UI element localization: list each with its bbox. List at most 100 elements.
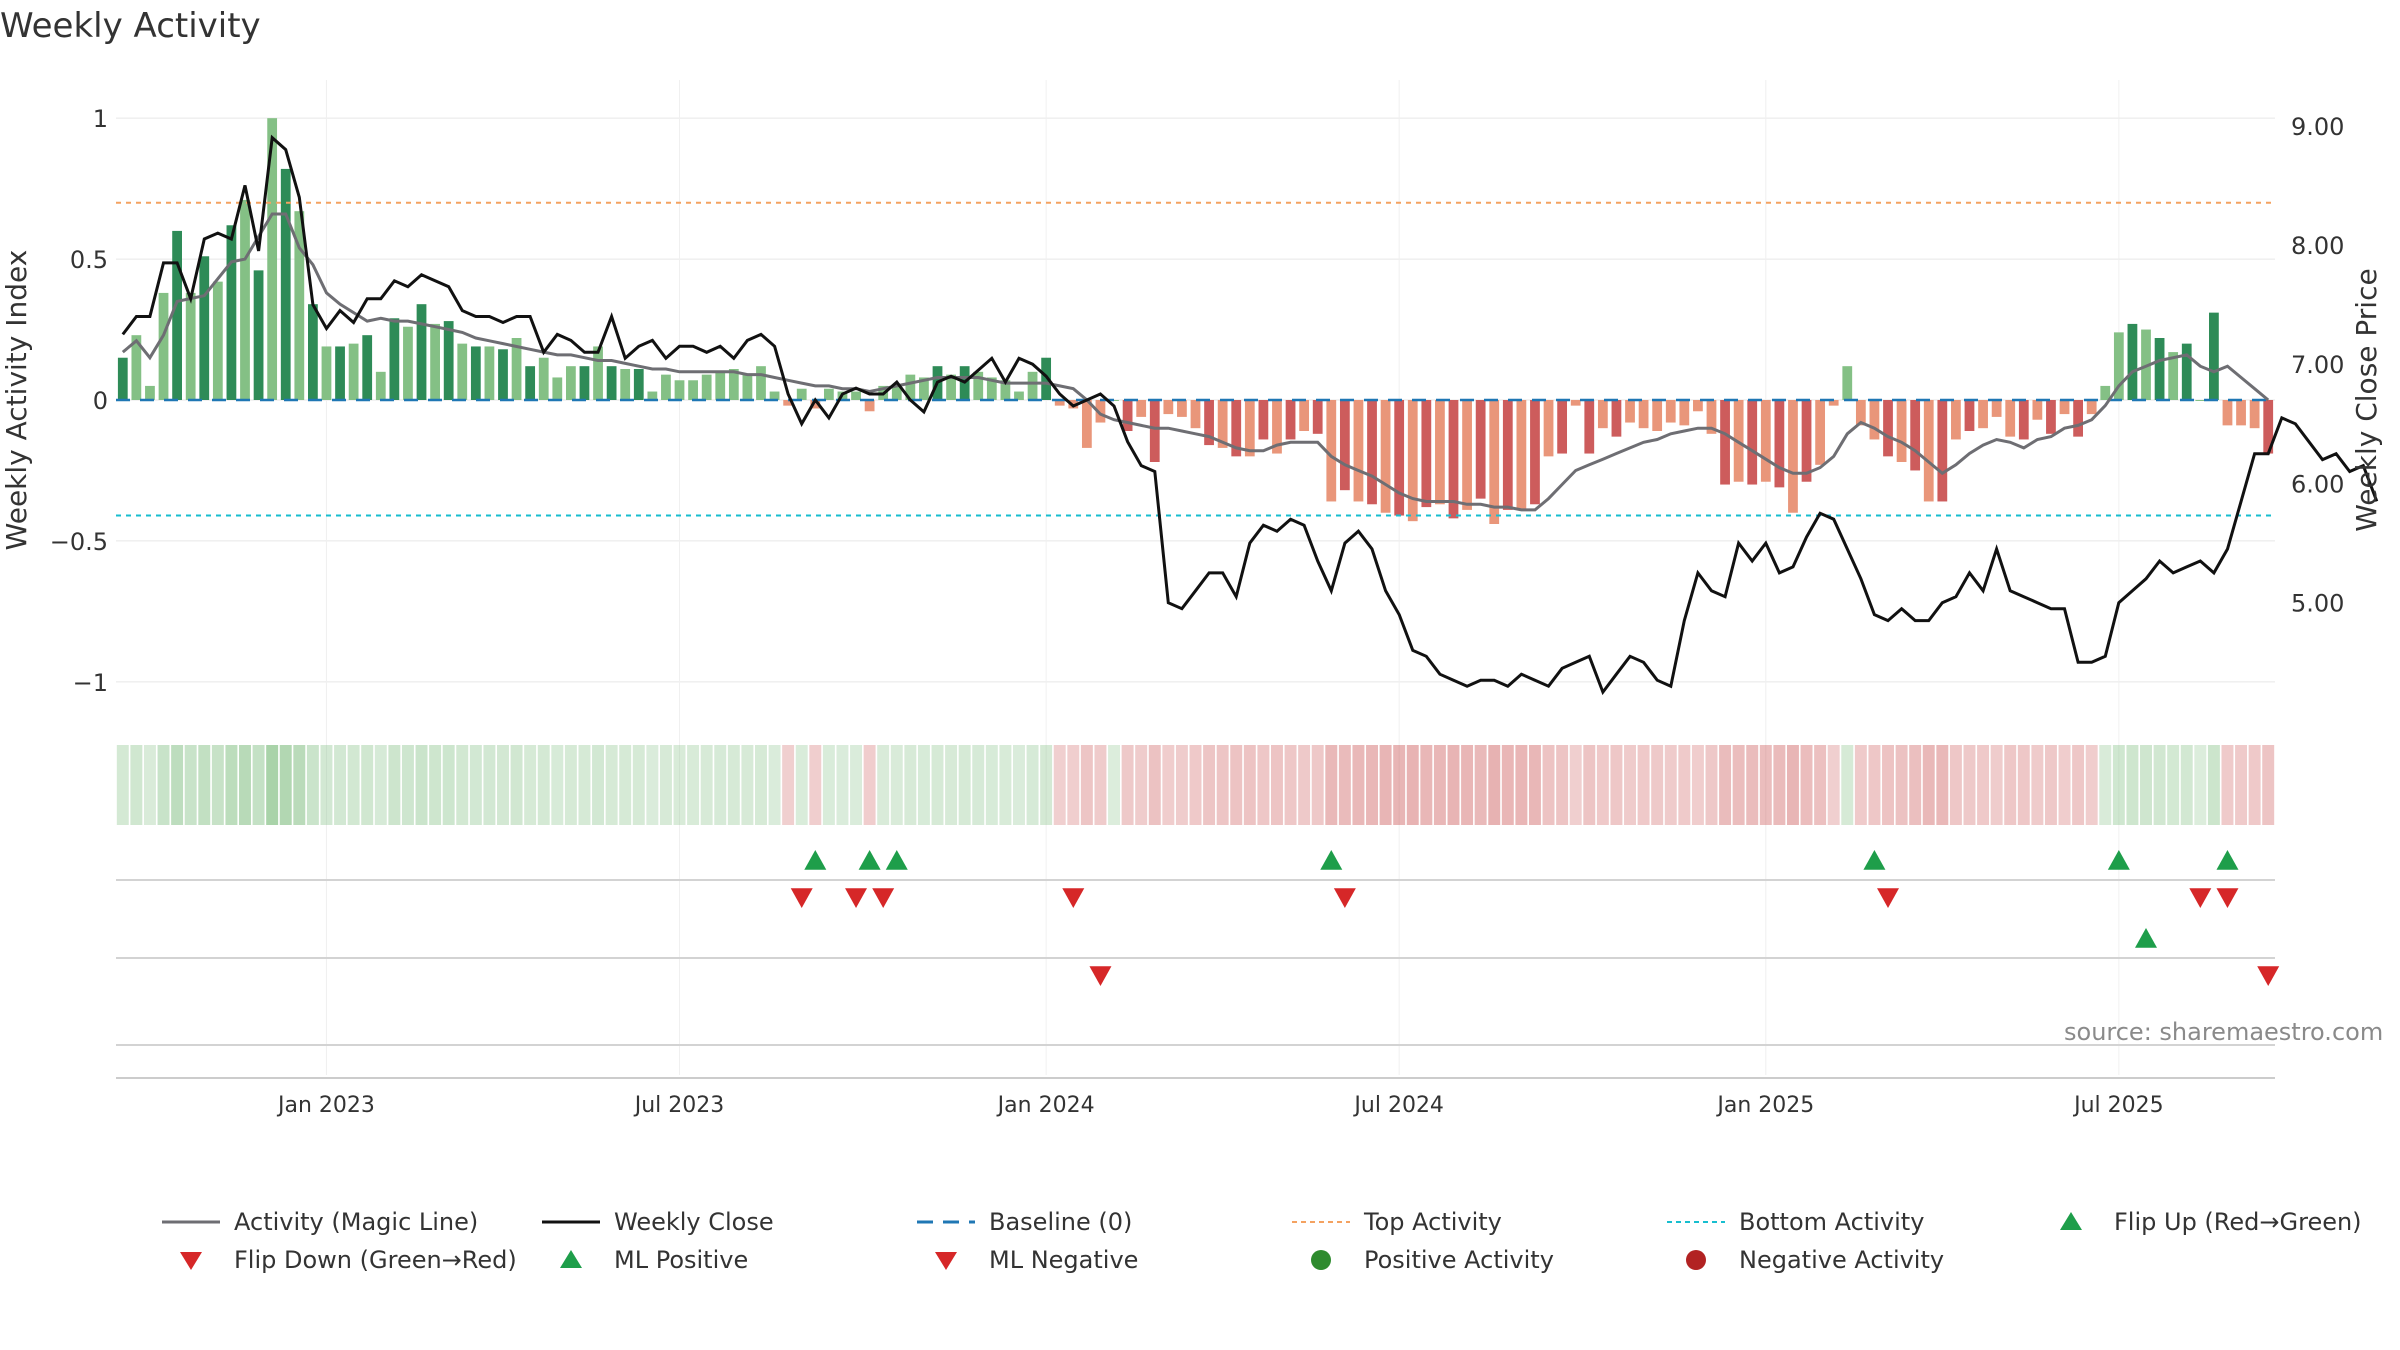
activity-strip-cell xyxy=(320,745,333,825)
activity-bar xyxy=(2181,343,2192,400)
activity-strip-cell xyxy=(1270,745,1283,825)
activity-strip-cell xyxy=(1895,745,1908,825)
activity-bar xyxy=(1326,400,1337,502)
legend-item-neg_act: Negative Activity xyxy=(1665,1246,1944,1274)
activity-bar xyxy=(891,385,902,400)
activity-bar xyxy=(199,256,210,400)
right-tick-label: 9.00 xyxy=(2291,113,2344,141)
flip-down-marker xyxy=(790,888,813,908)
legend-swatch-close xyxy=(542,1220,600,1224)
activity-strip-cell xyxy=(198,745,211,825)
activity-bar xyxy=(701,374,712,400)
activity-bar xyxy=(1923,400,1934,502)
activity-bar xyxy=(823,388,834,400)
activity-bar xyxy=(1244,400,1255,457)
activity-strip-cell xyxy=(1366,745,1378,825)
activity-strip-cell xyxy=(483,745,496,825)
activity-bar xyxy=(2086,400,2097,415)
legend-swatch-flip_down xyxy=(180,1252,202,1270)
activity-bar xyxy=(1367,400,1377,505)
activity-bar xyxy=(1475,400,1486,499)
activity-bar xyxy=(2073,400,2083,437)
activity-strip-cell xyxy=(1216,745,1229,825)
activity-bar xyxy=(851,391,861,400)
activity-bar xyxy=(1557,400,1568,454)
activity-strip-cell xyxy=(1678,745,1691,825)
activity-bar xyxy=(1530,400,1540,505)
activity-strip-cell xyxy=(171,745,184,825)
legend-swatch-bottom xyxy=(1667,1221,1725,1223)
activity-bar xyxy=(620,369,631,400)
activity-bar xyxy=(2154,338,2165,400)
activity-strip-cell xyxy=(755,745,767,825)
activity-strip-cell xyxy=(1379,745,1392,825)
legend-swatch-magic xyxy=(162,1220,220,1224)
activity-strip-cell xyxy=(1203,745,1216,825)
flip-up-marker xyxy=(1863,850,1886,870)
activity-strip-cell xyxy=(1705,745,1718,825)
activity-strip-cell xyxy=(524,745,537,825)
activity-strip-cell xyxy=(741,745,754,825)
legend-swatch-pos_act xyxy=(1311,1250,1331,1270)
activity-bar xyxy=(321,346,332,400)
activity-bar xyxy=(742,374,753,400)
activity-strip-cell xyxy=(2031,745,2044,825)
activity-strip-cell xyxy=(1447,745,1460,825)
legend-item-bottom: Bottom Activity xyxy=(1665,1208,1924,1236)
activity-bar xyxy=(1163,400,1174,415)
activity-bar xyxy=(185,292,196,400)
activity-strip-cell xyxy=(2235,745,2248,825)
activity-bar xyxy=(389,318,400,400)
flip-up-marker xyxy=(858,850,881,870)
activity-strip-cell xyxy=(2248,745,2261,825)
activity-strip-cell xyxy=(1488,745,1501,825)
activity-strip-cell xyxy=(2004,745,2017,825)
activity-bar xyxy=(565,366,576,400)
activity-bar xyxy=(1272,400,1282,454)
x-tick-label: Jan 2025 xyxy=(1715,1093,1814,1118)
legend-label: Flip Down (Green→Red) xyxy=(234,1246,517,1274)
activity-strip-cell xyxy=(945,745,958,825)
activity-bar xyxy=(1910,400,1921,471)
right-tick-label: 5.00 xyxy=(2291,590,2344,618)
left-tick-label: 0 xyxy=(93,387,108,415)
activity-bar xyxy=(1747,400,1758,485)
right-tick-label: 7.00 xyxy=(2291,351,2344,379)
activity-strip-cell xyxy=(1746,745,1759,825)
legend-swatch-flip_up xyxy=(2060,1212,2082,1230)
activity-strip-cell xyxy=(2180,745,2193,825)
activity-bar xyxy=(1109,400,1119,401)
activity-strip-cell xyxy=(931,745,944,825)
activity-bar xyxy=(2127,323,2138,400)
activity-bar xyxy=(1801,400,1812,482)
activity-bar xyxy=(1258,400,1269,440)
activity-strip-cell xyxy=(401,745,414,825)
activity-bar xyxy=(864,400,875,412)
activity-strip-cell xyxy=(2017,745,2030,825)
activity-strip-cell xyxy=(2072,745,2085,825)
activity-strip-cell xyxy=(917,745,930,825)
legend-swatch-ml_neg xyxy=(935,1252,957,1270)
activity-strip-cell xyxy=(1624,745,1636,825)
activity-bar xyxy=(633,369,644,400)
activity-bar xyxy=(1081,400,1092,448)
activity-bar xyxy=(1380,400,1391,513)
legend-label: Bottom Activity xyxy=(1739,1208,1925,1236)
activity-strip-cell xyxy=(1433,745,1446,825)
weekly-close-line xyxy=(121,134,2379,696)
activity-strip-cell xyxy=(116,745,129,825)
x-tick-label: Jan 2023 xyxy=(276,1093,375,1118)
legend-item-ml_neg: ML Negative xyxy=(915,1246,1138,1274)
activity-strip-cell xyxy=(184,745,197,825)
activity-bar xyxy=(1095,400,1106,423)
flip-up-marker xyxy=(804,850,827,870)
activity-strip-cell xyxy=(143,745,156,825)
activity-strip-cell xyxy=(1338,745,1351,825)
activity-bar xyxy=(1991,400,2002,417)
activity-strip-cell xyxy=(1909,745,1922,825)
activity-strip-cell xyxy=(1013,745,1025,825)
legend-item-top: Top Activity xyxy=(1290,1208,1502,1236)
activity-bar xyxy=(1815,400,1826,465)
x-tick-label: Jan 2024 xyxy=(996,1093,1095,1118)
activity-strip-cell xyxy=(2221,745,2234,825)
